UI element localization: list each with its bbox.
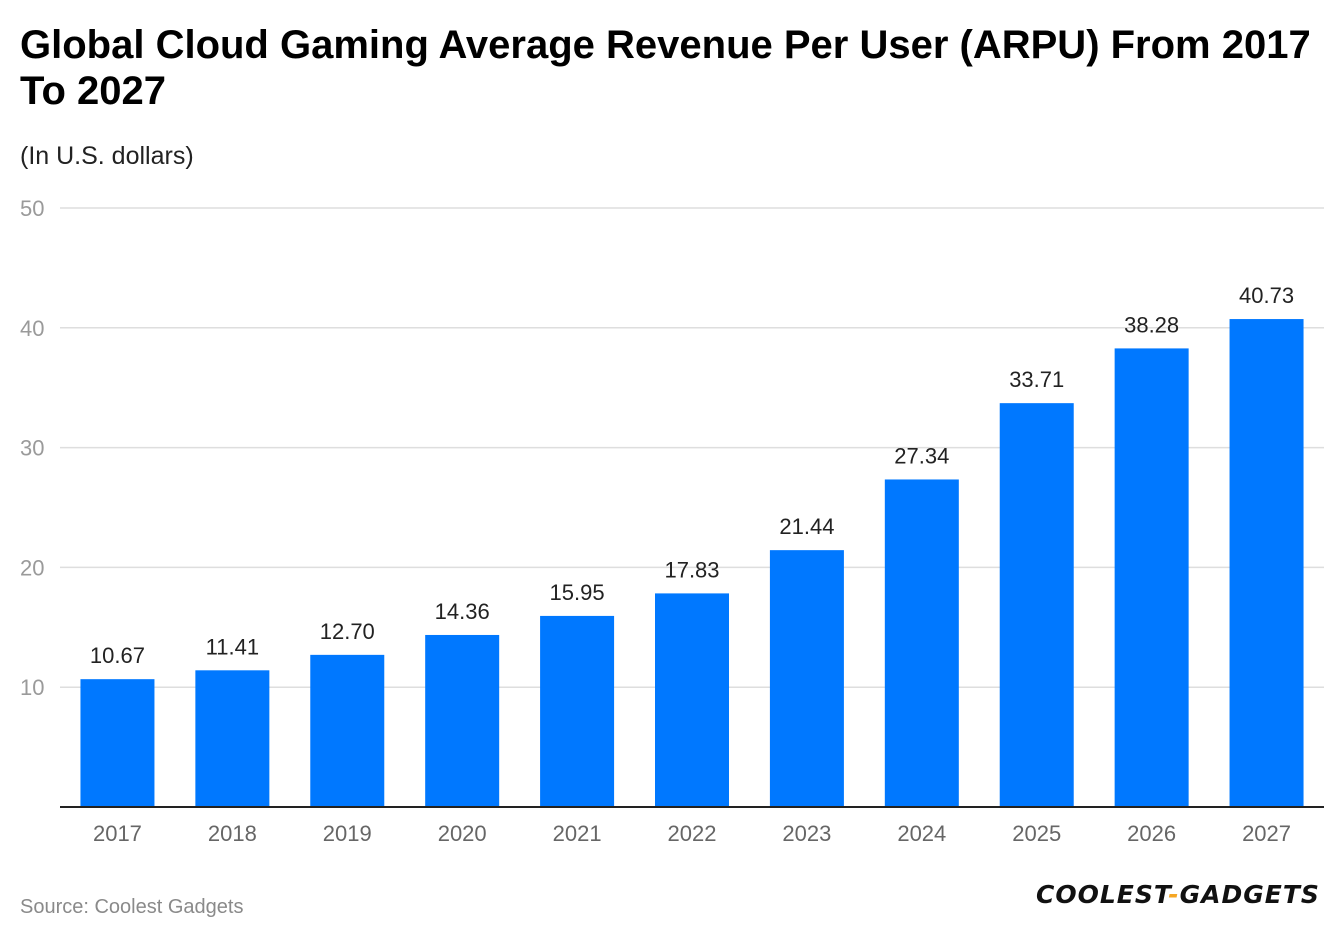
bar-2017	[80, 679, 155, 807]
y-tick-label: 10	[20, 675, 44, 700]
bar-2023	[769, 550, 844, 807]
y-tick-label: 40	[20, 316, 44, 341]
y-axis-ticks: 10 20 30 40 50	[20, 196, 44, 700]
x-tick-label-2027: 2027	[1242, 821, 1291, 846]
brand-logo-part2: GADGETS	[1179, 880, 1320, 909]
x-tick-label-2021: 2021	[553, 821, 602, 846]
value-label-2023: 21.44	[779, 514, 834, 539]
x-tick-label-2017: 2017	[93, 821, 142, 846]
source-note: Source: Coolest Gadgets	[20, 896, 244, 918]
x-tick-label-2019: 2019	[323, 821, 372, 846]
value-label-2026: 38.28	[1124, 312, 1179, 337]
x-tick-label-2022: 2022	[668, 821, 717, 846]
y-tick-label: 30	[20, 436, 44, 461]
x-tick-label-2025: 2025	[1012, 821, 1061, 846]
x-tick-label-2024: 2024	[897, 821, 946, 846]
value-label-2020: 14.36	[435, 599, 490, 624]
y-tick-label: 50	[20, 196, 44, 221]
brand-logo-separator: -	[1168, 880, 1180, 909]
x-tick-label-2023: 2023	[782, 821, 831, 846]
x-tick-label-2026: 2026	[1127, 821, 1176, 846]
value-labels: 10.67 11.41 12.70 14.36 15.95 17.83 21.44 27.34…	[90, 283, 1294, 668]
value-label-2027: 40.73	[1239, 283, 1294, 308]
brand-logo-part1: COOLEST	[1036, 880, 1169, 909]
x-axis-labels: 2017 2018 2019 2020 2021 2022 2023 2024 2025 2026…	[93, 821, 1291, 846]
bar-2018	[195, 670, 270, 807]
bar-2026	[1114, 348, 1189, 807]
value-label-2021: 15.95	[550, 580, 605, 605]
value-label-2024: 27.34	[894, 443, 949, 468]
value-label-2019: 12.70	[320, 619, 375, 644]
chart-subtitle: (In U.S. dollars)	[20, 142, 194, 170]
bar-2024	[884, 479, 959, 807]
value-label-2025: 33.71	[1009, 367, 1064, 392]
y-tick-label: 20	[20, 555, 44, 580]
bar-2027	[1229, 319, 1304, 807]
value-label-2018: 11.41	[206, 634, 259, 659]
bars	[80, 319, 1304, 807]
bar-chart: 10 20 30 40 50 10.67 11.41 12.70 14.36 15.95 17.8…	[20, 196, 1324, 846]
gridlines	[60, 207, 1324, 688]
bar-2019	[310, 654, 385, 807]
x-tick-label-2020: 2020	[438, 821, 487, 846]
bar-2022	[655, 593, 729, 807]
bar-2025	[999, 403, 1074, 807]
brand-logo: COOLEST-GADGETS	[1036, 880, 1320, 909]
bar-2020	[425, 634, 500, 807]
value-label-2022: 17.83	[664, 557, 719, 582]
bar-2021	[540, 615, 615, 807]
value-label-2017: 10.67	[90, 643, 145, 668]
chart-title: Global Cloud Gaming Average Revenue Per …	[20, 23, 1311, 113]
x-tick-label-2018: 2018	[208, 821, 257, 846]
